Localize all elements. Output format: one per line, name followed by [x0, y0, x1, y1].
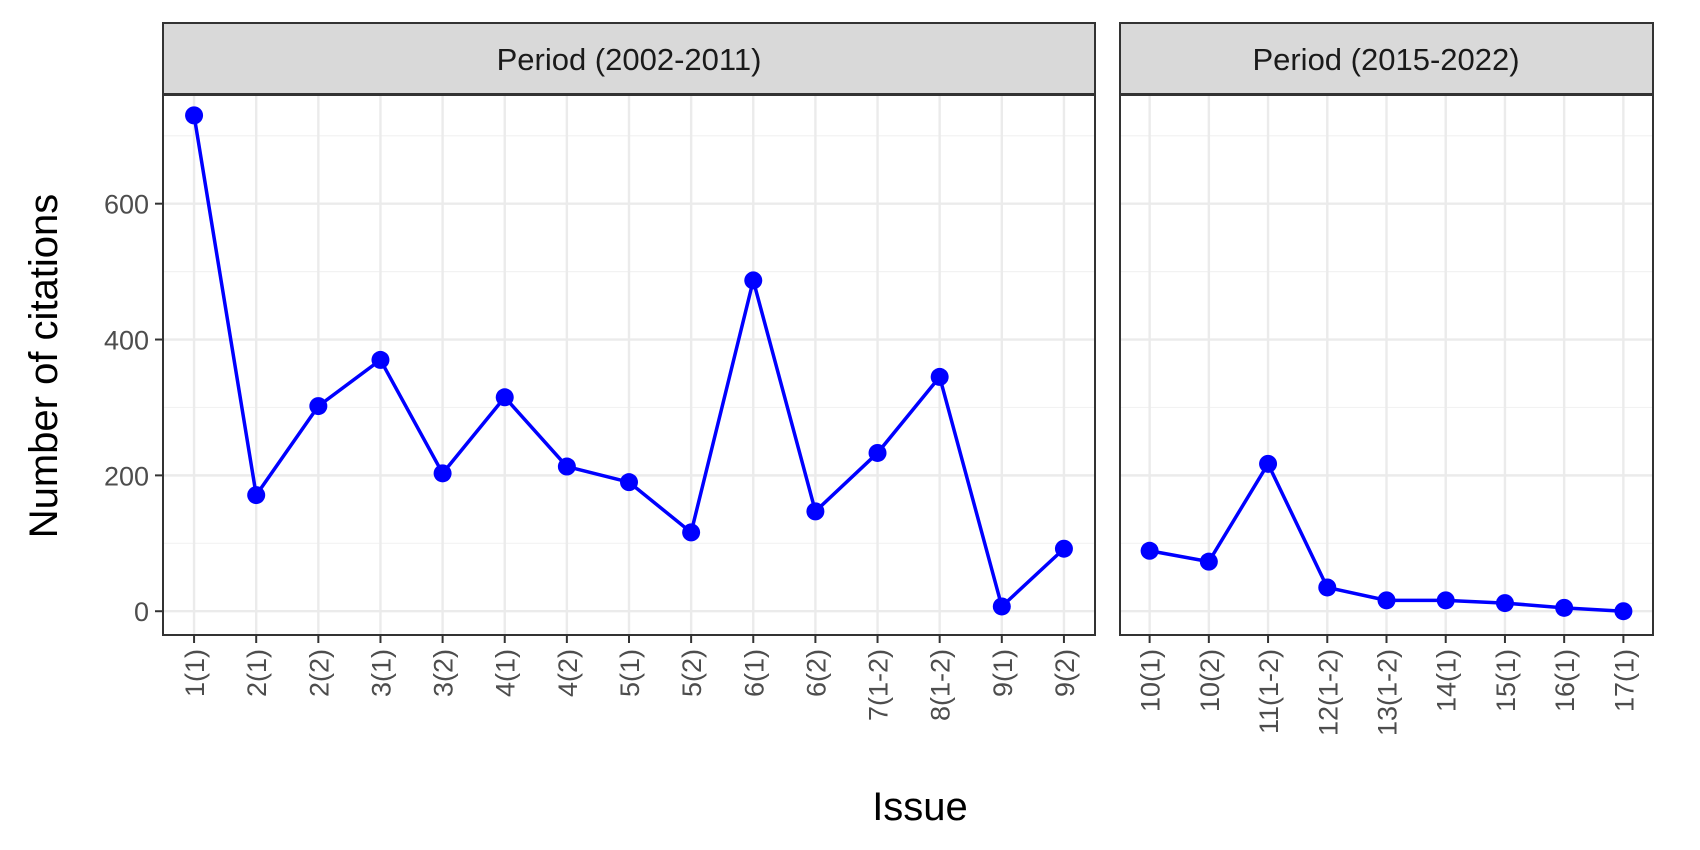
x-axis-title: Issue [872, 785, 968, 829]
y-axis: 0 200 400 600 [104, 190, 163, 627]
data-point [1495, 594, 1514, 613]
data-point [495, 388, 514, 407]
x-tick-label: 2(1) [242, 649, 272, 697]
panel-2015-2022: Period (2015-2022) 10(1) 10(2) 11(1-2) 12(1… [1119, 22, 1654, 736]
x-tick-label: 6(2) [801, 649, 831, 697]
x-tick-label: 14(1) [1432, 649, 1462, 712]
x-tick-label: 11(1-2) [1254, 649, 1284, 734]
data-point [992, 597, 1011, 616]
x-tick-label: 16(1) [1550, 649, 1580, 712]
panel-2002-2011-x-labels: 1(1) 2(1) 2(2) 3(1) 3(2) 4(1) 4(2) 5(1) 5(2) 6(1)… [180, 635, 1080, 721]
data-point [744, 271, 763, 290]
x-tick-label: 7(1-2) [864, 649, 894, 721]
data-point [309, 397, 328, 416]
data-point [1259, 454, 1278, 473]
x-tick-label: 9(1) [988, 649, 1018, 697]
x-tick-label: 4(2) [553, 649, 583, 697]
data-point [1377, 591, 1396, 610]
x-tick-label: 17(1) [1609, 649, 1639, 712]
data-point [1199, 552, 1218, 571]
x-tick-label: 2(2) [304, 649, 334, 697]
data-point [868, 443, 887, 462]
x-tick-label: 3(2) [429, 649, 459, 697]
x-tick-label: 5(2) [677, 649, 707, 697]
x-tick-label: 3(1) [366, 649, 396, 697]
data-point [1555, 598, 1574, 617]
x-tick-label: 8(1-2) [926, 649, 956, 721]
x-tick-label: 4(1) [491, 649, 521, 697]
x-tick-label: 6(1) [739, 649, 769, 697]
data-point [1140, 541, 1159, 560]
data-point [1054, 539, 1073, 558]
x-tick-label: 10(2) [1195, 649, 1225, 712]
x-tick-label: 12(1-2) [1313, 649, 1343, 736]
panel-2002-2011: Period (2002-2011) 1(1) 2(1) 2(2) 3(1) 3(2) 4… [162, 22, 1096, 721]
data-point [930, 367, 949, 386]
panel-2015-2022-series [1140, 454, 1633, 621]
x-tick-label: 9(2) [1050, 649, 1080, 697]
y-axis-title: Number of citations [22, 194, 66, 539]
data-point [620, 473, 638, 492]
y-tick-label: 0 [134, 597, 149, 627]
data-point [433, 464, 452, 483]
panel-2002-2011-series [185, 106, 1073, 616]
x-tick-label: 1(1) [180, 649, 210, 697]
data-point [1614, 602, 1633, 621]
data-point [371, 350, 390, 369]
y-tick-label: 400 [104, 326, 149, 356]
data-point [1436, 591, 1455, 610]
panel-2002-2011-grid [163, 95, 1095, 635]
data-point [682, 523, 701, 542]
panel-2015-2022-x-labels: 10(1) 10(2) 11(1-2) 12(1-2) 13(1-2) 14(1) 15(1… [1136, 635, 1639, 736]
panel-2002-2011-title: Period (2002-2011) [497, 42, 762, 77]
x-tick-label: 5(1) [615, 649, 645, 697]
panel-2002-2011-strip [162, 22, 1096, 95]
y-tick-label: 600 [104, 190, 149, 220]
data-point [1318, 578, 1337, 597]
x-tick-label: 10(1) [1136, 649, 1166, 712]
data-point [806, 502, 825, 521]
panel-2015-2022-title: Period (2015-2022) [1252, 42, 1519, 77]
data-point [557, 457, 576, 476]
y-tick-label: 200 [104, 461, 149, 491]
data-point [185, 106, 204, 125]
x-tick-label: 13(1-2) [1373, 649, 1403, 736]
panel-2015-2022-strip [1119, 22, 1654, 95]
x-tick-label: 15(1) [1491, 649, 1521, 712]
data-point [247, 486, 266, 505]
panel-2015-2022-grid [1120, 95, 1653, 635]
